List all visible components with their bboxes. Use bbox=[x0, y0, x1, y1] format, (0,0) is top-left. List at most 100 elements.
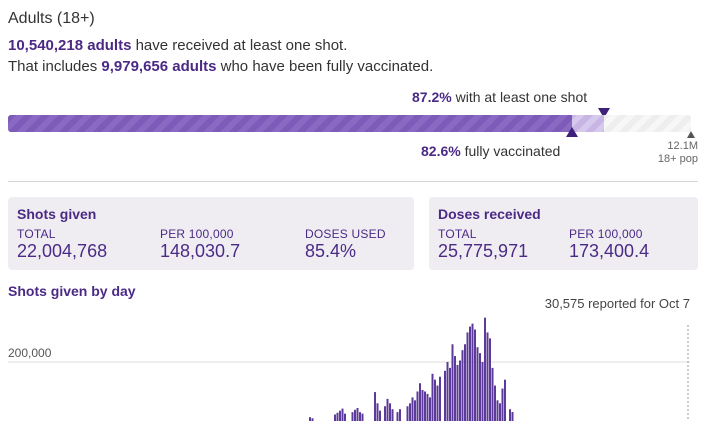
population-value: 12.1M bbox=[667, 140, 698, 152]
received-summary: 10,540,218 adults have received at least… bbox=[8, 37, 347, 54]
chart-bar bbox=[389, 403, 391, 421]
fully-vaccinated-label: 82.6% fully vaccinated bbox=[421, 143, 560, 159]
received-count: 10,540,218 adults bbox=[8, 37, 132, 54]
doses-per100k-label: PER 100,000 bbox=[569, 227, 643, 241]
doses-total-label: TOTAL bbox=[438, 227, 477, 241]
chart-bar bbox=[426, 393, 429, 421]
chart-bar bbox=[419, 383, 421, 421]
chart-bar bbox=[501, 388, 504, 421]
chart-bar bbox=[491, 367, 494, 421]
population-marker bbox=[687, 131, 695, 138]
at-least-one-pct: 87.2% bbox=[412, 89, 452, 105]
shots-total-value: 22,004,768 bbox=[17, 241, 108, 261]
chart-bar bbox=[386, 398, 389, 421]
chart-bar bbox=[344, 413, 346, 421]
chart-bar bbox=[356, 408, 359, 421]
chart-bar bbox=[339, 410, 341, 421]
includes-prefix: That includes bbox=[8, 58, 102, 75]
chart-bar bbox=[354, 409, 356, 421]
chart-annotation: 30,575 reported for Oct 7 bbox=[544, 296, 690, 311]
chart-bar bbox=[509, 409, 511, 421]
chart-bar bbox=[479, 353, 481, 421]
chart-bar bbox=[444, 370, 446, 421]
fully-vaccinated-marker bbox=[566, 127, 579, 137]
chart-bar bbox=[429, 397, 431, 421]
chart-bar bbox=[409, 403, 411, 421]
chart-bar bbox=[399, 409, 401, 421]
chart-bar bbox=[341, 408, 344, 421]
section-divider bbox=[8, 181, 698, 182]
chart-bar bbox=[411, 397, 414, 421]
chart-bar bbox=[489, 338, 491, 421]
chart-bar bbox=[466, 332, 469, 421]
chart-bar bbox=[456, 364, 459, 421]
at-least-one-text: with at least one shot bbox=[451, 89, 588, 105]
doses-received-title: Doses received bbox=[438, 206, 541, 222]
chart-bar bbox=[449, 367, 451, 421]
shots-by-day-chart: 200,000 bbox=[8, 317, 690, 421]
chart-bar bbox=[486, 332, 489, 421]
shots-given-title: Shots given bbox=[17, 206, 97, 222]
chart-bar bbox=[471, 323, 474, 421]
chart-bar bbox=[414, 400, 416, 421]
chart-bar bbox=[379, 410, 381, 421]
chart-bar bbox=[461, 350, 464, 421]
chart-bar bbox=[496, 400, 499, 421]
doses-received-card: Doses received TOTAL 25,775,971 PER 100,… bbox=[429, 197, 698, 270]
chart-bar bbox=[469, 326, 471, 421]
chart-bar bbox=[374, 392, 376, 421]
chart-bar bbox=[416, 391, 419, 421]
chart-bar bbox=[481, 361, 484, 421]
fully-suffix: who have been fully vaccinated. bbox=[216, 58, 434, 75]
chart-bar bbox=[421, 390, 424, 421]
chart-bar bbox=[396, 412, 399, 421]
chart-bar bbox=[424, 391, 426, 421]
fully-vaccinated-pct: 82.6% bbox=[421, 143, 461, 159]
chart-bar bbox=[504, 379, 506, 421]
doses-total-value: 25,775,971 bbox=[438, 241, 529, 261]
chart-bar bbox=[494, 385, 496, 421]
shots-total-label: TOTAL bbox=[17, 227, 56, 241]
chart-bar bbox=[359, 412, 361, 421]
page-title: Adults (18+) bbox=[8, 10, 95, 27]
chart-bar bbox=[484, 317, 486, 421]
chart-bar bbox=[446, 361, 449, 421]
shots-given-card: Shots given TOTAL 22,004,768 PER 100,000… bbox=[8, 197, 414, 270]
at-least-one-marker bbox=[597, 108, 610, 118]
chart-bar bbox=[464, 344, 466, 421]
chart-bar bbox=[336, 412, 339, 421]
chart-bar bbox=[351, 412, 354, 421]
chart-bar bbox=[476, 347, 479, 421]
chart-bar bbox=[454, 356, 456, 421]
chart-bar bbox=[434, 379, 436, 421]
chart-title: Shots given by day bbox=[8, 283, 136, 299]
chart-bar bbox=[499, 403, 501, 421]
chart-bar bbox=[384, 406, 386, 421]
chart-bar bbox=[439, 376, 441, 421]
y-tick-label: 200,000 bbox=[8, 346, 52, 360]
chart-bar bbox=[334, 414, 336, 421]
chart-bar bbox=[309, 417, 311, 421]
chart-bar bbox=[391, 409, 394, 421]
fully-vaccinated-fill bbox=[8, 115, 573, 132]
doses-used-label: DOSES USED bbox=[305, 227, 386, 241]
chart-bar bbox=[511, 411, 514, 421]
chart-bar bbox=[451, 344, 454, 421]
chart-bar bbox=[431, 373, 434, 421]
chart-bars bbox=[309, 317, 514, 421]
chart-bar bbox=[311, 418, 314, 421]
fully-summary: That includes 9,979,656 adults who have … bbox=[8, 58, 433, 75]
chart-bar bbox=[459, 360, 461, 421]
chart-bar bbox=[406, 406, 409, 421]
received-text: have received at least one shot. bbox=[131, 37, 348, 54]
doses-per100k-value: 173,400.4 bbox=[569, 241, 650, 261]
fully-vaccinated-text: fully vaccinated bbox=[460, 143, 561, 159]
population-label: 18+ pop bbox=[657, 153, 698, 165]
vaccination-progress-bar bbox=[8, 115, 691, 132]
chart-bar bbox=[436, 385, 439, 421]
chart-bar bbox=[474, 329, 476, 421]
shots-per100k-label: PER 100,000 bbox=[160, 227, 234, 241]
shots-per100k-value: 148,030.7 bbox=[160, 241, 241, 261]
fully-count: 9,979,656 adults bbox=[101, 58, 217, 75]
chart-bar bbox=[376, 403, 379, 421]
